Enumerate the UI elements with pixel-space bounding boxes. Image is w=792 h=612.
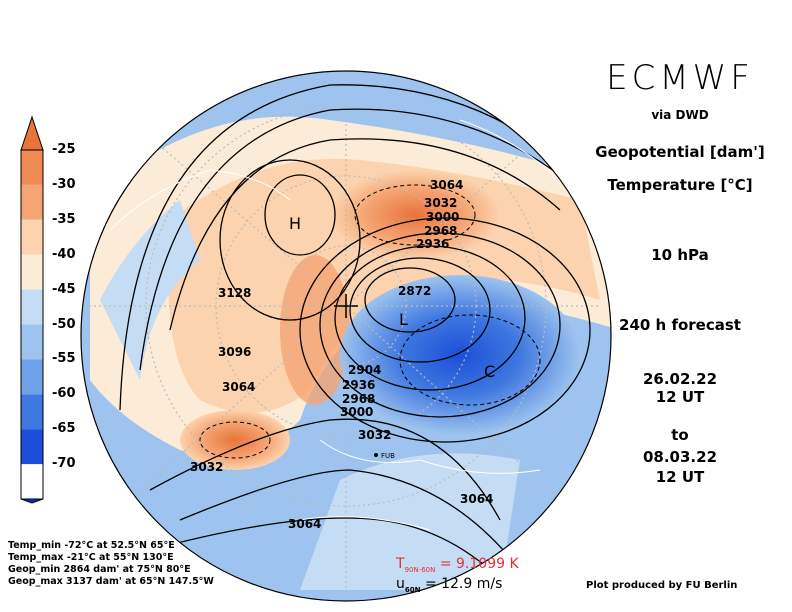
credit-text: Plot produced by FU Berlin xyxy=(586,580,738,591)
u-subscript: 60N xyxy=(404,585,421,594)
contour-label: 3032 xyxy=(190,460,223,474)
contour-label: 2872 xyxy=(398,284,431,298)
colorbar xyxy=(20,115,44,504)
contour-label: 2968 xyxy=(424,224,457,238)
valid-from-date: 26.02.22 xyxy=(642,370,718,388)
low-marker: L xyxy=(399,310,408,329)
colorbar-segment xyxy=(21,219,43,255)
colorbar-tick-label: -45 xyxy=(52,281,76,297)
valid-to-date: 08.03.22 xyxy=(642,448,718,466)
contour-label: 3032 xyxy=(358,428,391,442)
variable-geopotential: Geopotential [dam'] xyxy=(595,143,765,161)
colorbar-tick-label: -40 xyxy=(52,246,76,262)
geop-max-line: Geop_max 3137 dam' at 65°N 147.5°W xyxy=(8,576,214,587)
colorbar-tick-label: -70 xyxy=(52,456,76,472)
valid-from-time: 12 UT xyxy=(655,388,705,406)
cold-marker: C xyxy=(484,362,495,381)
to-label: to xyxy=(671,426,689,444)
variable-temperature: Temperature [°C] xyxy=(607,176,753,194)
colorbar-tick-label: -35 xyxy=(52,211,76,227)
colorbar-frame xyxy=(20,149,44,500)
contour-label: 3128 xyxy=(218,286,251,300)
colorbar-tick-label: -50 xyxy=(52,316,76,332)
colorbar-segment xyxy=(21,289,43,325)
contour-label: 2936 xyxy=(416,237,449,251)
u-value: = 12.9 m/s xyxy=(424,576,503,592)
contour-label: 3096 xyxy=(218,345,251,359)
u-symbol: u xyxy=(396,576,405,592)
contour-label: 2904 xyxy=(348,363,381,377)
model-title: ECMWF xyxy=(606,58,754,98)
temp-max-line: Temp_max -21°C at 55°N 130°E xyxy=(8,552,174,563)
coastlines xyxy=(109,119,571,531)
map-boundary xyxy=(80,70,612,602)
temp-min-line: Temp_min -72°C at 52.5°N 65°E xyxy=(8,540,175,551)
fub-label: FUB xyxy=(381,452,395,460)
zonal-wind-metric: u60N = 12.9 m/s xyxy=(396,576,502,594)
colorbar-tick-label: -60 xyxy=(52,386,76,402)
field-statistics: Temp_min -72°C at 52.5°N 65°E Temp_max -… xyxy=(8,540,214,588)
t-subscript: 90N-60N xyxy=(404,565,436,574)
contour-label: 3064 xyxy=(430,178,463,192)
colorbar-segment xyxy=(21,359,43,395)
t-symbol: T xyxy=(396,556,405,572)
temperature-contours xyxy=(199,184,541,459)
contour-label: 2968 xyxy=(342,392,375,406)
colorbar-segment xyxy=(21,324,43,360)
contour-label: 3064 xyxy=(288,517,321,531)
colorbar-tick-label: -25 xyxy=(52,142,76,157)
valid-to-time: 12 UT xyxy=(655,468,705,486)
temperature-field xyxy=(81,71,611,601)
colorbar-segment xyxy=(21,254,43,290)
geopotential-contours xyxy=(119,84,611,601)
t-value: = 9.1099 K xyxy=(439,556,519,572)
contour-label: 3000 xyxy=(426,210,459,224)
polar-temperature-metric: T90N-60N = 9.1099 K xyxy=(396,556,519,574)
pressure-level: 10 hPa xyxy=(651,246,709,264)
colorbar-segment xyxy=(21,394,43,430)
fub-location-marker xyxy=(374,453,378,457)
data-source: via DWD xyxy=(651,108,709,122)
high-marker: H xyxy=(289,214,301,233)
colorbar-tick-label: -30 xyxy=(52,176,76,192)
geop-min-line: Geop_min 2864 dam' at 75°N 80°E xyxy=(8,564,191,575)
contour-label: 3000 xyxy=(340,405,373,419)
colorbar-segment xyxy=(21,150,43,185)
colorbar-tick-label: -65 xyxy=(52,421,76,437)
north-pole-marker xyxy=(334,294,358,318)
contour-label: 3064 xyxy=(222,380,255,394)
colorbar-tick-label: -55 xyxy=(52,351,76,367)
colorbar-segment xyxy=(21,429,43,465)
contour-label: 2936 xyxy=(342,378,375,392)
contour-label: 3032 xyxy=(424,196,457,210)
colorbar-segment xyxy=(21,184,43,220)
forecast-lead: 240 h forecast xyxy=(619,316,741,334)
contour-label: 3064 xyxy=(460,492,493,506)
